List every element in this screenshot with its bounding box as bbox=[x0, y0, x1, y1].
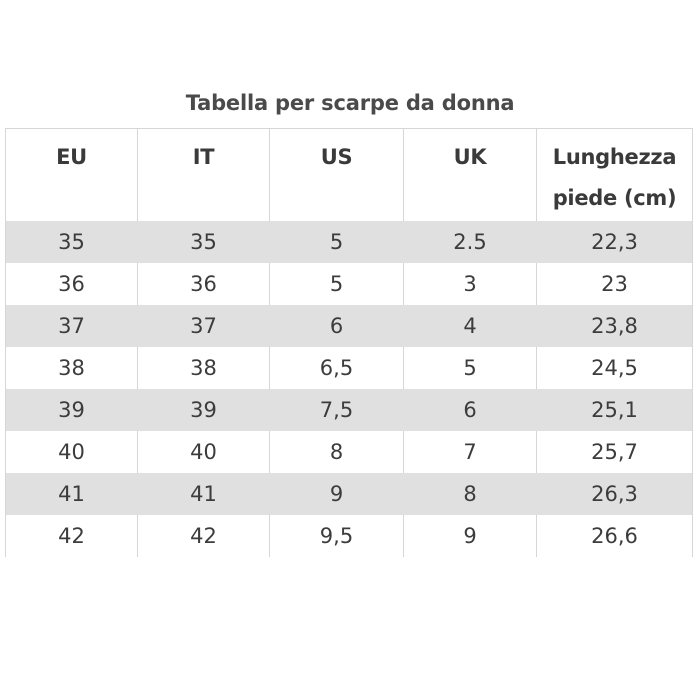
cell-it: 37 bbox=[137, 305, 270, 347]
cell-uk: 9 bbox=[403, 515, 537, 557]
cell-us: 5 bbox=[269, 263, 404, 305]
cell-uk: 7 bbox=[403, 431, 537, 473]
cell-it: 39 bbox=[137, 389, 270, 431]
size-chart-table: EU IT US UK Lunghezza piede (cm) 35 35 5… bbox=[5, 128, 693, 557]
cell-foot-length: 26,3 bbox=[536, 473, 693, 515]
cell-us: 5 bbox=[269, 221, 404, 263]
cell-it: 38 bbox=[137, 347, 270, 389]
cell-us: 7,5 bbox=[269, 389, 404, 431]
table-row: 42 42 9,5 9 26,6 bbox=[5, 515, 693, 557]
cell-uk: 2.5 bbox=[403, 221, 537, 263]
cell-us: 9,5 bbox=[269, 515, 404, 557]
header-us: US bbox=[269, 128, 404, 221]
table-header-row: EU IT US UK Lunghezza piede (cm) bbox=[5, 128, 693, 221]
cell-foot-length: 23,8 bbox=[536, 305, 693, 347]
header-foot-length: Lunghezza piede (cm) bbox=[536, 128, 693, 221]
table-row: 38 38 6,5 5 24,5 bbox=[5, 347, 693, 389]
table-row: 41 41 9 8 26,3 bbox=[5, 473, 693, 515]
table-row: 35 35 5 2.5 22,3 bbox=[5, 221, 693, 263]
cell-eu: 38 bbox=[5, 347, 138, 389]
cell-eu: 39 bbox=[5, 389, 138, 431]
table-row: 36 36 5 3 23 bbox=[5, 263, 693, 305]
cell-it: 40 bbox=[137, 431, 270, 473]
cell-uk: 6 bbox=[403, 389, 537, 431]
cell-eu: 37 bbox=[5, 305, 138, 347]
cell-us: 9 bbox=[269, 473, 404, 515]
header-uk: UK bbox=[403, 128, 537, 221]
cell-us: 6 bbox=[269, 305, 404, 347]
cell-us: 6,5 bbox=[269, 347, 404, 389]
cell-foot-length: 25,7 bbox=[536, 431, 693, 473]
cell-eu: 40 bbox=[5, 431, 138, 473]
cell-eu: 41 bbox=[5, 473, 138, 515]
cell-foot-length: 24,5 bbox=[536, 347, 693, 389]
table-row: 40 40 8 7 25,7 bbox=[5, 431, 693, 473]
cell-us: 8 bbox=[269, 431, 404, 473]
cell-it: 35 bbox=[137, 221, 270, 263]
cell-it: 36 bbox=[137, 263, 270, 305]
cell-uk: 5 bbox=[403, 347, 537, 389]
cell-it: 41 bbox=[137, 473, 270, 515]
cell-it: 42 bbox=[137, 515, 270, 557]
cell-eu: 36 bbox=[5, 263, 138, 305]
table-caption: Tabella per scarpe da donna bbox=[185, 91, 515, 115]
table-row: 37 37 6 4 23,8 bbox=[5, 305, 693, 347]
cell-foot-length: 26,6 bbox=[536, 515, 693, 557]
cell-uk: 4 bbox=[403, 305, 537, 347]
cell-uk: 3 bbox=[403, 263, 537, 305]
header-eu: EU bbox=[5, 128, 138, 221]
header-it: IT bbox=[137, 128, 270, 221]
cell-foot-length: 25,1 bbox=[536, 389, 693, 431]
cell-eu: 35 bbox=[5, 221, 138, 263]
table-row: 39 39 7,5 6 25,1 bbox=[5, 389, 693, 431]
cell-eu: 42 bbox=[5, 515, 138, 557]
cell-uk: 8 bbox=[403, 473, 537, 515]
cell-foot-length: 22,3 bbox=[536, 221, 693, 263]
cell-foot-length: 23 bbox=[536, 263, 693, 305]
